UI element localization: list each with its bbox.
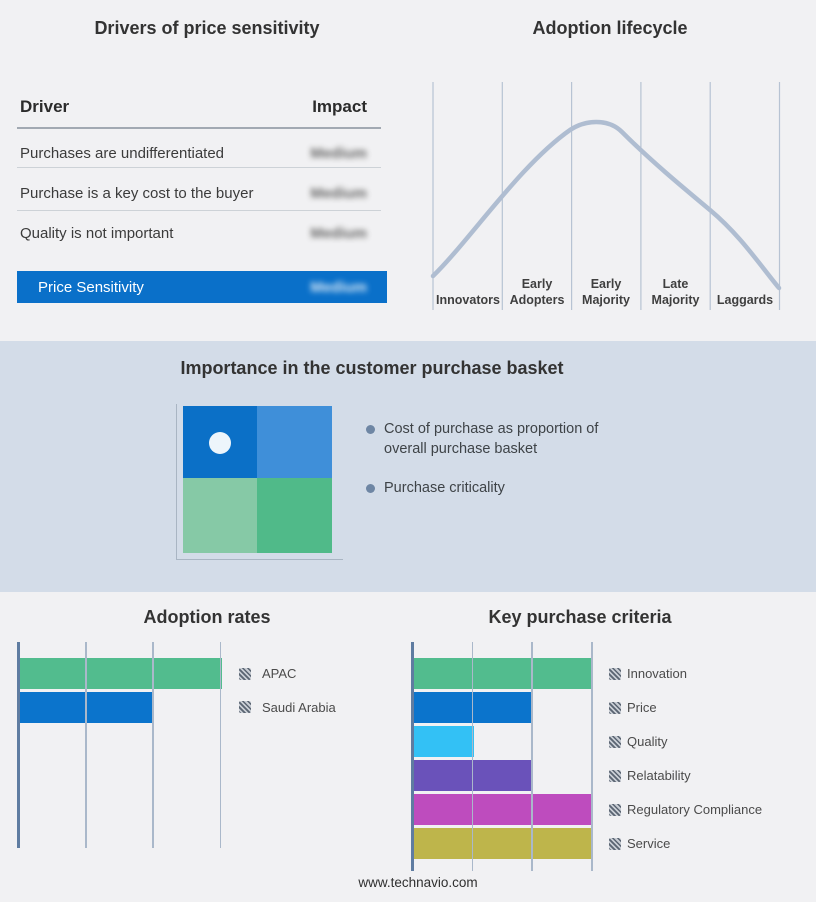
summary-impact-blurred: Medium — [310, 278, 367, 296]
bullet-text: Purchase criticality — [384, 480, 505, 496]
table-header-rule — [17, 127, 381, 129]
stage-label-early-majority: Early Majority — [582, 277, 630, 307]
legend-label: Quality — [627, 734, 668, 749]
drivers-table-header: Driver Impact — [17, 93, 381, 121]
bar-regulatory-compliance — [414, 794, 594, 825]
legend-label: Regulatory Compliance — [627, 802, 763, 817]
legend-item: Regulatory Compliance — [609, 801, 762, 819]
impact-cell-blurred: Medium — [310, 224, 367, 242]
adoption-lifecycle-chart — [430, 82, 782, 310]
key-purchase-criteria-title: Key purchase criteria — [488, 607, 672, 627]
legend-item: Service — [609, 835, 670, 853]
legend-label: Service — [627, 836, 671, 851]
lifecycle-panel-title: Adoption lifecycle — [532, 18, 688, 38]
legend-label: Innovation — [627, 666, 687, 681]
impact-cell-blurred: Medium — [310, 144, 367, 162]
table-row-rule — [17, 210, 381, 211]
bar-apac — [20, 658, 222, 689]
legend-swatch-hatched — [609, 803, 621, 816]
bar-innovation — [414, 658, 594, 689]
table-row: Purchase is a key cost to the buyer Medi… — [17, 179, 381, 207]
price-sensitivity-summary-bar: Price Sensitivity Medium — [17, 271, 387, 303]
footer-url: www.technavio.com — [358, 875, 478, 890]
column-header-driver: Driver — [20, 97, 70, 116]
bullet-text: Cost of purchase as proportion of overal… — [384, 421, 599, 457]
bullet-item: Cost of purchase as proportion of overal… — [366, 419, 629, 459]
legend-item: Relatability — [609, 767, 691, 785]
driver-cell: Purchase is a key cost to the buyer — [20, 184, 254, 202]
matrix-x-axis — [176, 558, 343, 560]
legend-item: Price — [609, 699, 657, 717]
adoption-rates-title: Adoption rates — [143, 607, 271, 627]
table-row-rule — [17, 167, 381, 168]
legend-swatch-hatched — [239, 701, 251, 713]
table-row: Purchases are undifferentiated Medium — [17, 139, 381, 167]
gridline — [591, 642, 593, 871]
legend-swatch-hatched — [609, 701, 621, 714]
y-axis — [17, 642, 20, 848]
key-purchase-criteria-chart: Innovation Price Quality Relatability Regula… — [411, 642, 816, 877]
bar-quality — [414, 726, 474, 757]
bell-curve — [430, 119, 782, 291]
legend-item: Saudi Arabia — [239, 698, 336, 716]
bullet-item: Purchase criticality — [366, 478, 629, 498]
legend-swatch-hatched — [609, 667, 621, 680]
legend-swatch-hatched — [609, 837, 621, 850]
table-row: Quality is not important Medium — [17, 219, 381, 247]
summary-label: Price Sensitivity — [38, 278, 144, 296]
basket-panel-title: Importance in the customer purchase bask… — [180, 358, 564, 378]
stage-label-early-adopters: Early Adopters — [509, 277, 565, 307]
bar-saudi-arabia — [20, 691, 155, 723]
column-header-impact: Impact — [312, 97, 367, 116]
legend-label: Relatability — [627, 768, 691, 783]
impact-cell-blurred: Medium — [310, 184, 367, 202]
legend-label: Saudi Arabia — [262, 699, 336, 715]
driver-cell: Quality is not important — [20, 224, 174, 242]
purchase-basket-band: Importance in the customer purchase bask… — [0, 341, 816, 592]
matrix-quadrant-bottom-left — [183, 478, 257, 553]
stage-label-late-majority: Late Majority — [651, 277, 700, 307]
legend-item: Quality — [609, 733, 667, 751]
gridline — [152, 642, 154, 848]
legend-swatch-hatched — [609, 769, 621, 782]
bar-relatability — [414, 760, 534, 791]
gridline — [531, 642, 533, 871]
legend-swatch-hatched — [609, 735, 621, 748]
legend-label: Price — [627, 700, 657, 715]
bullet-icon — [366, 425, 375, 434]
y-axis — [411, 642, 414, 871]
legend-swatch-hatched — [239, 667, 251, 680]
adoption-rates-chart: APAC Saudi Arabia — [17, 642, 408, 857]
gridline — [219, 642, 222, 848]
stage-label-innovators: Innovators — [436, 293, 500, 307]
gridline — [471, 642, 474, 871]
bullet-icon — [366, 484, 375, 493]
driver-cell: Purchases are undifferentiated — [20, 144, 225, 162]
matrix-quadrant-top-right — [257, 406, 332, 478]
bar-service — [414, 828, 594, 859]
gridline — [85, 642, 87, 848]
stage-divider-gridlines — [432, 82, 781, 310]
legend-item: Innovation — [609, 665, 687, 683]
matrix-quadrant-bottom-right — [257, 478, 332, 553]
drivers-panel-title: Drivers of price sensitivity — [94, 18, 320, 38]
legend-item: APAC — [239, 665, 296, 683]
legend-label: APAC — [262, 666, 297, 681]
matrix-position-dot — [209, 432, 231, 454]
matrix-y-axis — [176, 404, 178, 560]
stage-label-laggards: Laggards — [716, 293, 774, 307]
bar-price — [414, 692, 534, 723]
